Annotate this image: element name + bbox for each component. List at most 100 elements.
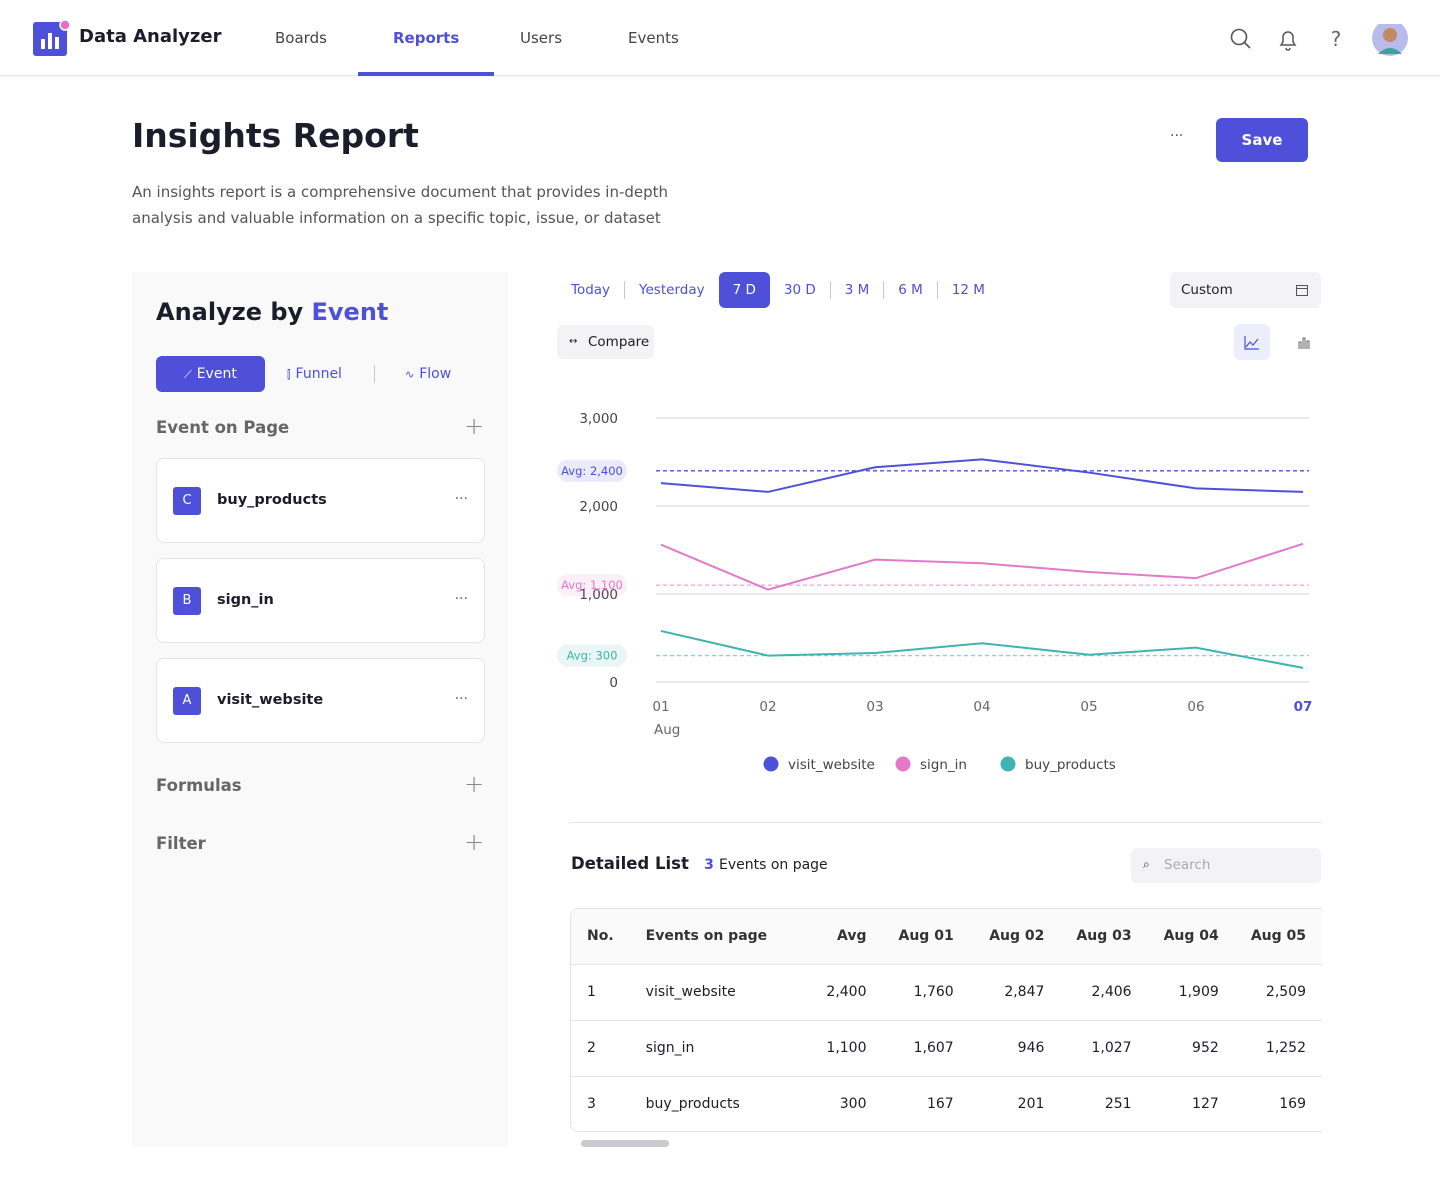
scrollbar[interactable] bbox=[581, 1140, 669, 1147]
add-filter[interactable]: + bbox=[464, 828, 485, 856]
range-separator bbox=[624, 281, 626, 299]
table-cell: 169 bbox=[1234, 1076, 1322, 1131]
series-line bbox=[660, 458, 1304, 493]
compare-button[interactable]: ↔ Compare bbox=[557, 325, 654, 359]
table-cell: 1,607 bbox=[882, 1020, 970, 1077]
table-cell: 1,760 bbox=[882, 964, 970, 1021]
mode-button[interactable]: ∿ Flow bbox=[405, 356, 451, 392]
more-button[interactable]: ··· bbox=[1170, 128, 1184, 144]
column-header: Aug 02 bbox=[969, 909, 1061, 965]
add-event[interactable]: + bbox=[464, 412, 485, 440]
range-option[interactable]: 30 D bbox=[783, 282, 816, 298]
range-option[interactable]: 3 M bbox=[844, 282, 870, 298]
legend-swatch bbox=[763, 756, 779, 772]
nav-tab[interactable]: Boards bbox=[275, 29, 327, 47]
event-name: buy_products bbox=[217, 492, 327, 508]
event-menu[interactable]: ··· bbox=[454, 591, 468, 607]
panel-title-text: Analyze by bbox=[156, 298, 304, 326]
page-title: Insights Report bbox=[132, 116, 419, 155]
x-tick-label: 03 bbox=[866, 699, 883, 715]
list-header: Detailed List 3 Events on page bbox=[571, 854, 828, 873]
header-row: No. Events on page Avg Aug 01 Aug 02 Aug 03 Au… bbox=[571, 909, 1322, 965]
legend-label: visit_website bbox=[788, 757, 875, 773]
column-header: No. bbox=[571, 909, 630, 965]
column-header: Aug 04 bbox=[1147, 909, 1235, 965]
nav-tab[interactable]: Users bbox=[520, 29, 563, 47]
avg-pill bbox=[557, 644, 627, 667]
y-tick-label: 0 bbox=[609, 675, 618, 691]
nav-tab[interactable]: Reports bbox=[358, 0, 495, 76]
divider bbox=[570, 822, 1322, 823]
event-menu[interactable]: ··· bbox=[454, 691, 468, 707]
event-name: sign_in bbox=[217, 592, 274, 608]
detail-table: No. Events on page Avg Aug 01 Aug 02 Aug 03 Au… bbox=[571, 909, 1322, 1131]
range-separator bbox=[936, 281, 938, 299]
list-title: Detailed List bbox=[571, 854, 689, 873]
legend-label: buy_products bbox=[1025, 757, 1116, 773]
y-tick-label: 3,000 bbox=[579, 411, 618, 427]
section-title: Event on Page bbox=[156, 418, 290, 437]
table-cell: 952 bbox=[1147, 1020, 1235, 1077]
table-row[interactable]: 1 visit_website 2,400 1,760 2,847 2,406 1,909 2… bbox=[571, 964, 1322, 1021]
add-formula[interactable]: + bbox=[464, 770, 485, 798]
column-header: Aug 05 bbox=[1234, 909, 1322, 965]
table-cell: sign_in bbox=[629, 1020, 808, 1077]
range-option[interactable]: 6 M bbox=[898, 282, 923, 298]
table-cell: visit_website bbox=[629, 964, 808, 1021]
table-cell: 2,400 bbox=[807, 964, 883, 1021]
event-name: visit_website bbox=[217, 692, 324, 708]
mode-label: Event bbox=[196, 366, 237, 382]
table-cell: 2 bbox=[571, 1020, 630, 1077]
range-option[interactable]: Today bbox=[571, 282, 611, 298]
line-icon bbox=[1244, 336, 1259, 350]
table-cell: 201 bbox=[969, 1076, 1061, 1131]
side-panel: Analyze by Event ⟋ Event ⫿ Funnel ∿ Flow Even… bbox=[132, 272, 508, 1147]
save-button[interactable]: Save bbox=[1216, 118, 1308, 162]
mode-button[interactable]: ⫿ Funnel bbox=[287, 356, 342, 392]
y-tick-label: 2,000 bbox=[579, 499, 618, 515]
range-option[interactable]: Yesterday bbox=[639, 282, 705, 298]
table-cell: 1,909 bbox=[1147, 964, 1235, 1021]
list-count: 3 bbox=[704, 857, 714, 873]
range-option[interactable]: 7 D bbox=[718, 272, 770, 308]
table-cell: 946 bbox=[969, 1020, 1061, 1077]
y-tick-label: 1,000 bbox=[579, 587, 618, 603]
table-cell: 167 bbox=[882, 1076, 970, 1131]
column-header: Avg bbox=[807, 909, 883, 965]
filter-title: Filter bbox=[156, 834, 206, 853]
mode-button[interactable]: ⟋ Event bbox=[156, 356, 265, 392]
range-option[interactable]: 12 M bbox=[951, 282, 985, 298]
brand: Data Analyzer bbox=[79, 26, 222, 47]
x-tick-label: 02 bbox=[759, 699, 776, 715]
table-row[interactable]: 2 sign_in 1,100 1,607 946 1,027 952 1,252 bbox=[571, 1020, 1322, 1077]
x-tick-label: 07 bbox=[1294, 699, 1313, 715]
table-cell: 127 bbox=[1147, 1076, 1235, 1131]
table-cell: 1,100 bbox=[807, 1020, 883, 1077]
mode-separator bbox=[374, 365, 375, 383]
legend-swatch bbox=[895, 756, 911, 772]
x-tick-label: 05 bbox=[1080, 699, 1097, 715]
legend-label: sign_in bbox=[920, 757, 967, 773]
calendar-icon bbox=[1296, 285, 1308, 296]
event-badge: A bbox=[173, 687, 201, 715]
event-menu[interactable]: ··· bbox=[454, 491, 468, 507]
mode-icon: ∿ bbox=[405, 368, 415, 381]
line-chart-toggle[interactable] bbox=[1234, 324, 1270, 360]
event-badge: C bbox=[173, 487, 201, 515]
search-placeholder: Search bbox=[1164, 857, 1211, 873]
table-row[interactable]: 3 buy_products 300 167 201 251 127 169 bbox=[571, 1076, 1322, 1131]
search-box[interactable]: ⌕ Search bbox=[1131, 848, 1321, 883]
bar-chart-toggle[interactable] bbox=[1296, 334, 1312, 350]
mode-icon: ⟋ bbox=[184, 368, 192, 381]
x-tick-label: 04 bbox=[973, 699, 990, 715]
avg-label: Avg: 2,400 bbox=[561, 464, 623, 478]
panel-title: Analyze by Event bbox=[156, 298, 388, 326]
custom-label: Custom bbox=[1181, 282, 1233, 298]
table-cell: 1,027 bbox=[1060, 1020, 1148, 1077]
nav-tab[interactable]: Events bbox=[628, 29, 679, 47]
custom-range[interactable]: Custom bbox=[1170, 272, 1321, 308]
